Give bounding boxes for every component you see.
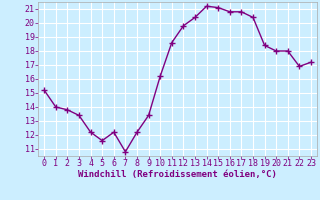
- X-axis label: Windchill (Refroidissement éolien,°C): Windchill (Refroidissement éolien,°C): [78, 170, 277, 179]
